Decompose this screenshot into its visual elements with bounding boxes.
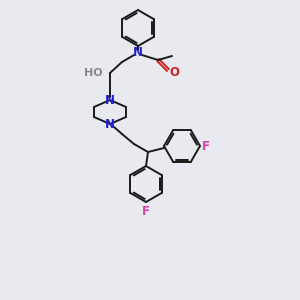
Text: N: N bbox=[105, 94, 115, 106]
Text: N: N bbox=[133, 46, 143, 59]
Text: F: F bbox=[142, 205, 150, 218]
Text: HO: HO bbox=[84, 68, 103, 78]
Text: O: O bbox=[169, 65, 179, 79]
Text: N: N bbox=[105, 118, 115, 130]
Text: F: F bbox=[202, 140, 210, 152]
